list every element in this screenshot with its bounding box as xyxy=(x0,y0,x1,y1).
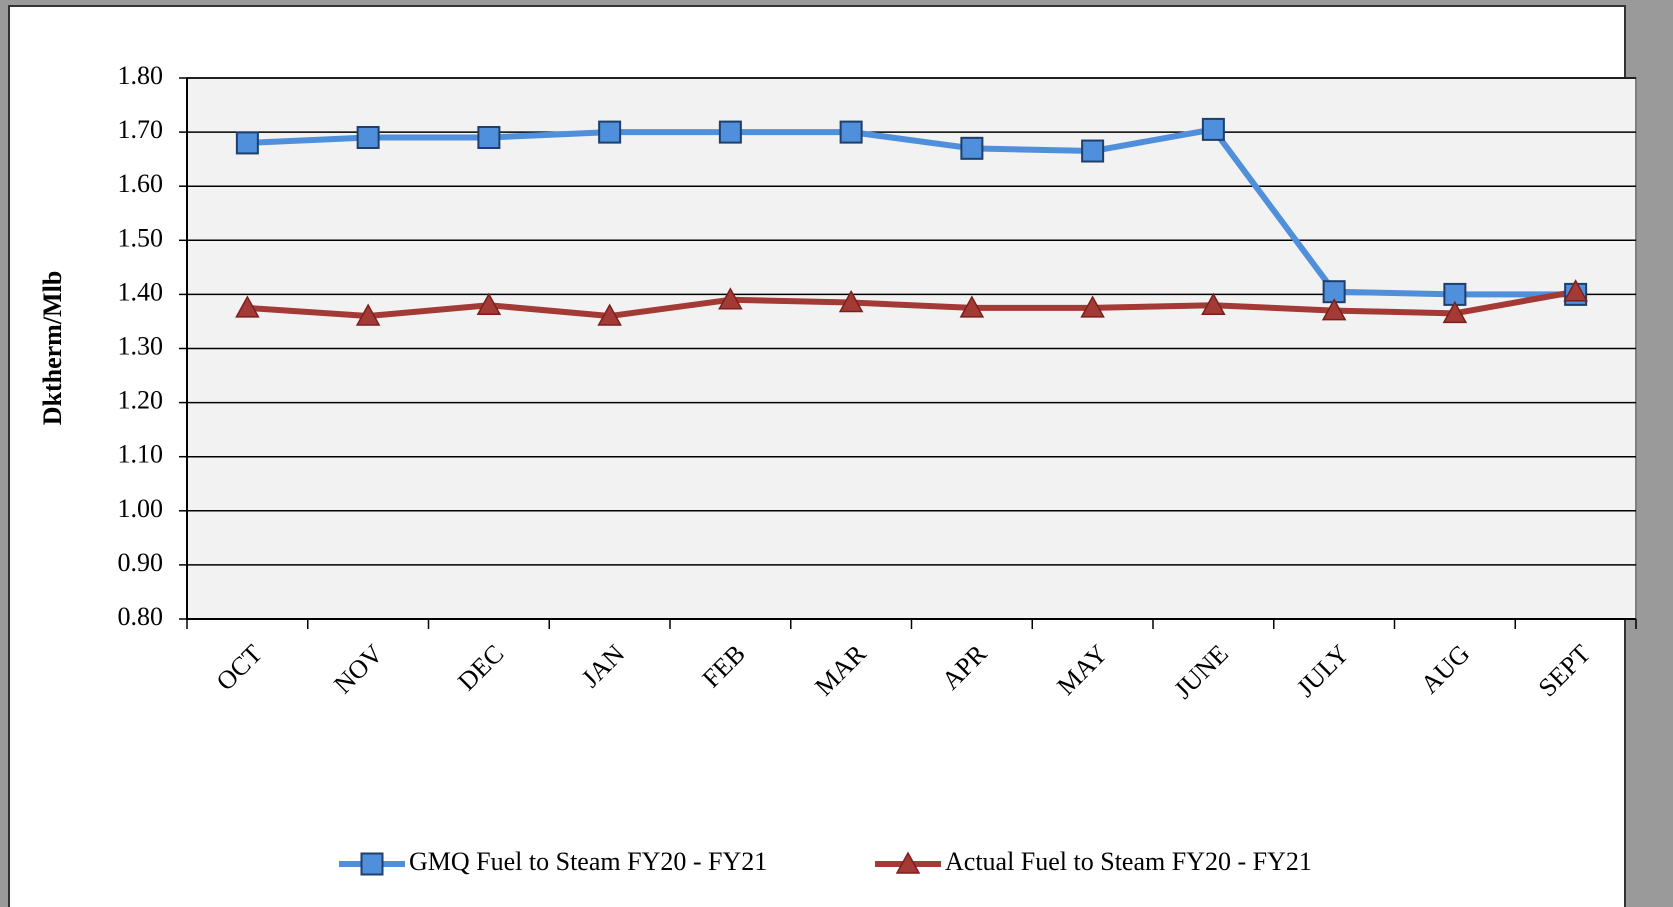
y-tick-label: 1.60 xyxy=(118,169,164,198)
data-point xyxy=(1321,298,1347,321)
data-point xyxy=(1563,279,1588,302)
data-point xyxy=(597,303,622,326)
y-tick-label: 1.10 xyxy=(118,440,164,469)
data-point xyxy=(718,287,743,310)
y-tick-label: 0.90 xyxy=(118,548,164,577)
legend-marker xyxy=(360,852,384,876)
y-tick-label: 1.40 xyxy=(118,277,164,306)
legend-label: GMQ Fuel to Steam FY20 - FY21 xyxy=(409,847,767,876)
series-line xyxy=(247,288,1577,320)
data-point xyxy=(839,120,863,144)
y-tick-label: 1.00 xyxy=(118,494,164,523)
data-point xyxy=(235,295,260,318)
data-point xyxy=(1081,139,1105,163)
data-point xyxy=(960,136,984,160)
data-point xyxy=(476,292,502,315)
y-tick-label: 0.80 xyxy=(118,602,164,631)
data-point xyxy=(1080,295,1105,318)
series-line xyxy=(247,126,1576,298)
data-point xyxy=(1201,292,1226,315)
data-point xyxy=(598,120,622,144)
data-point xyxy=(838,289,864,313)
data-point xyxy=(355,303,381,326)
data-point xyxy=(1201,117,1225,141)
data-point xyxy=(477,126,501,150)
legend-label: Actual Fuel to Steam FY20 - FY21 xyxy=(945,847,1312,876)
y-tick-label: 1.80 xyxy=(118,61,164,90)
y-axis-label: Dktherm/Mlb xyxy=(38,271,67,426)
data-point xyxy=(959,295,985,318)
legend-marker xyxy=(895,851,921,874)
data-point xyxy=(356,126,380,150)
y-tick-label: 1.30 xyxy=(118,331,164,360)
data-point xyxy=(718,120,742,144)
data-point xyxy=(235,131,259,155)
data-point xyxy=(1442,300,1468,324)
y-tick-label: 1.50 xyxy=(118,223,164,252)
y-tick-label: 1.20 xyxy=(118,386,164,415)
y-tick-label: 1.70 xyxy=(118,115,164,144)
